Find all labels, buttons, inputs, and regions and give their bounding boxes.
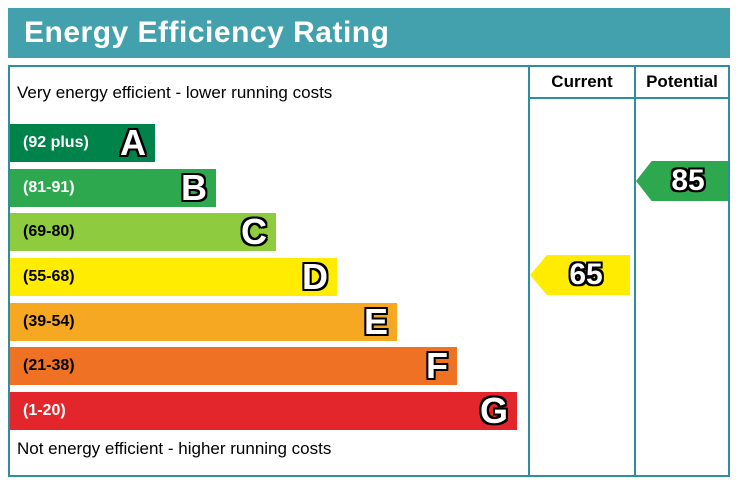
band-a-range: (92 plus) [23, 134, 89, 151]
band-a-letter: A [120, 122, 146, 163]
band-c-letter: C [241, 211, 267, 252]
band-e: (39-54) E [10, 303, 397, 341]
current-rating-arrow: 65 [530, 255, 630, 295]
band-d: (55-68) D [10, 258, 337, 296]
band-f-letter: F [426, 345, 448, 386]
band-g-letter: G [479, 390, 508, 431]
band-d-letter: D [302, 256, 328, 297]
band-a: (92 plus) A [10, 124, 155, 162]
rating-chart-box: Current Potential Very energy efficient … [8, 65, 730, 477]
page-title: Energy Efficiency Rating [24, 16, 390, 49]
band-c: (69-80) C [10, 213, 276, 251]
band-d-range: (55-68) [23, 268, 75, 285]
band-b-range: (81-91) [23, 179, 75, 196]
band-b-letter: B [181, 167, 207, 208]
band-g: (1-20) G [10, 392, 517, 430]
band-g-range: (1-20) [23, 402, 66, 419]
band-b: (81-91) B [10, 169, 216, 207]
caption-very-efficient: Very energy efficient - lower running co… [17, 83, 333, 102]
band-e-range: (39-54) [23, 313, 75, 330]
current-rating-value: 65 [569, 258, 603, 291]
column-header-underline [528, 97, 728, 99]
band-c-range: (69-80) [23, 223, 75, 240]
band-f-range: (21-38) [23, 357, 75, 374]
band-e-letter: E [363, 301, 388, 342]
potential-column-header: Potential [646, 72, 718, 91]
caption-not-efficient: Not energy efficient - higher running co… [17, 439, 332, 458]
band-f: (21-38) F [10, 347, 457, 385]
potential-rating-arrow: 85 [636, 161, 728, 201]
potential-rating-value: 85 [671, 164, 705, 197]
potential-column-divider [634, 67, 636, 475]
current-column-divider [528, 67, 530, 475]
title-bar: Energy Efficiency Rating [8, 8, 730, 58]
current-column-header: Current [551, 72, 613, 91]
